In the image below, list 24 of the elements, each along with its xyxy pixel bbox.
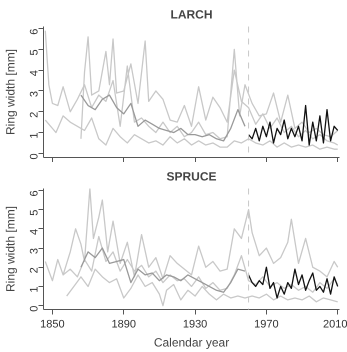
y-tick-label: 6: [28, 28, 40, 35]
chart-title: SPRUCE: [166, 170, 217, 184]
y-tick-label: 3: [28, 248, 40, 254]
x-tick-label: 1930: [182, 318, 208, 330]
y-tick-label: 6: [28, 190, 40, 197]
y-tick-label: 0: [28, 153, 40, 160]
x-axis-title: Calendar year: [154, 336, 230, 350]
y-tick-label: 2: [28, 267, 40, 274]
y-tick-label: 5: [28, 49, 40, 56]
y-axis-title: Ring width [mm]: [4, 206, 18, 292]
y-tick-label: 3: [28, 90, 40, 98]
y-tick-label: 0: [28, 306, 40, 312]
chart-title: LARCH: [170, 8, 213, 22]
y-tick-label: 1: [28, 286, 40, 293]
y-tick-label: 4: [28, 70, 40, 76]
y-tick-label: 2: [28, 112, 40, 118]
y-tick-label: 1: [28, 132, 40, 139]
y-axis-title: Ring width [mm]: [4, 48, 18, 136]
y-tick-label: 4: [28, 228, 40, 235]
x-tick-label: 1970: [254, 318, 279, 330]
y-tick-label: 5: [28, 210, 40, 216]
x-tick-label: 1890: [112, 318, 136, 330]
x-tick-label: 2010: [323, 318, 347, 330]
x-tick-label: 1850: [40, 318, 65, 330]
